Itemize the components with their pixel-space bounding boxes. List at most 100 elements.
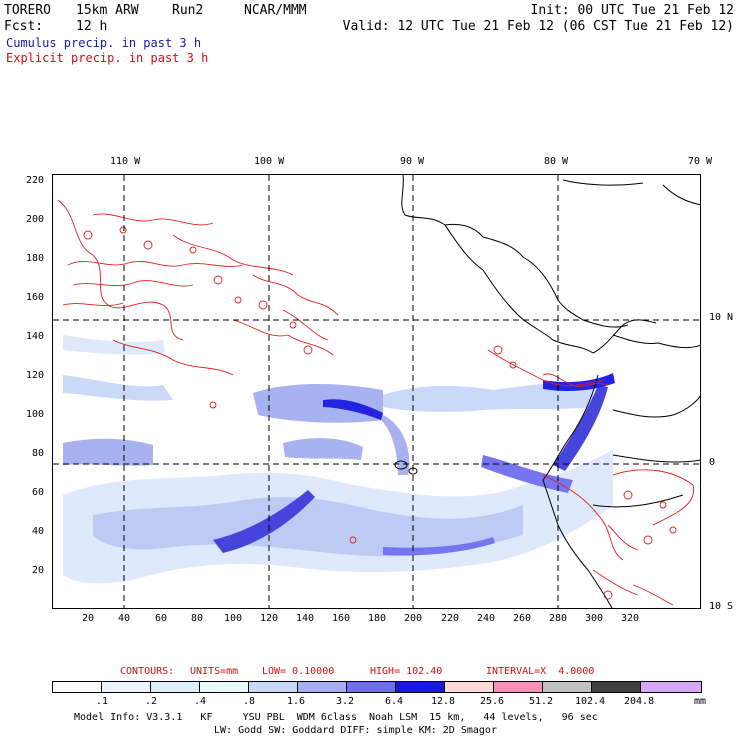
colorbar-label: 204.8 — [624, 696, 655, 707]
valid-time: Valid: 12 UTC Tue 21 Feb 12 (06 CST Tue … — [342, 19, 734, 34]
precip-area-south-mid — [93, 497, 523, 557]
lon-label-70w: 70 W — [688, 156, 713, 167]
x-tick: 200 — [404, 613, 423, 624]
contour — [232, 319, 334, 356]
precip-streak-south — [383, 537, 495, 556]
precip-core-itcz — [323, 399, 383, 420]
x-tick: 260 — [513, 613, 532, 624]
contours-units: UNITS=mm — [190, 666, 239, 677]
y-tick: 220 — [26, 175, 45, 186]
lon-label-110w: 110 W — [110, 156, 141, 167]
colorbar-swatch — [101, 681, 151, 693]
y-tick: 180 — [26, 253, 45, 264]
x-tick: 320 — [621, 613, 640, 624]
precip-area-eq-west — [63, 438, 153, 466]
contours-interval: INTERVAL=X 4.0000 — [486, 666, 595, 677]
explicit-legend: Explicit precip. in past 3 h — [6, 51, 209, 65]
contour — [67, 261, 244, 267]
precip-area-isolated — [381, 415, 410, 475]
contour-cell — [303, 345, 313, 355]
colorbar-label: 6.4 — [385, 696, 404, 707]
coast-galapagos — [394, 460, 408, 470]
colorbar-swatch — [248, 681, 298, 693]
cumulus-precip-shading — [63, 335, 615, 584]
contour-cell — [623, 490, 633, 500]
coast-cuba — [562, 179, 644, 186]
precip-core-panama — [543, 373, 615, 391]
contour — [542, 373, 609, 387]
contour-cell — [493, 345, 503, 355]
precip-core-south — [213, 490, 315, 553]
colorbar-label: .1 — [96, 696, 109, 707]
precip-area-itcz-west — [63, 375, 173, 401]
contour-cell — [83, 230, 93, 240]
colorbar-swatch — [640, 681, 702, 693]
x-tick: 40 — [118, 613, 131, 624]
contour-cell — [234, 296, 242, 304]
lon-label-80w: 80 W — [544, 156, 569, 167]
coast-panama-north — [592, 319, 657, 354]
lat-label-10s: 10 S — [709, 601, 734, 612]
contour — [592, 569, 639, 596]
colorbar-label: 3.2 — [336, 696, 355, 707]
contour-cell — [603, 590, 613, 600]
colorbar-label: 1.6 — [287, 696, 306, 707]
y-tick: 40 — [32, 526, 45, 537]
colorbar-swatch — [52, 681, 102, 693]
colorbar-swatch — [591, 681, 641, 693]
x-tick: 240 — [477, 613, 496, 624]
colorbar-label: .2 — [145, 696, 158, 707]
precip-core-coast — [553, 385, 608, 471]
x-tick: 220 — [441, 613, 460, 624]
contour — [112, 339, 234, 376]
lon-label-100w: 100 W — [254, 156, 285, 167]
map-canvas — [53, 175, 700, 608]
coast-pacific-colombia — [542, 374, 599, 481]
y-tick: 60 — [32, 487, 45, 498]
coast-caribbean-island — [662, 184, 700, 206]
x-tick: 80 — [191, 613, 204, 624]
contour-cell — [659, 501, 667, 509]
x-tick: 120 — [260, 613, 279, 624]
contour — [612, 469, 695, 526]
contour — [607, 524, 639, 551]
y-tick: 100 — [26, 409, 45, 420]
colorbar-swatch — [346, 681, 396, 693]
precip-area-itcz-east — [383, 382, 593, 412]
precip-map — [52, 174, 701, 609]
colorbar-label: 25.6 — [480, 696, 505, 707]
precip-area-north-west — [63, 335, 165, 355]
colorbar-label: 102.4 — [575, 696, 606, 707]
model-info-line2: LW: Godd SW: Goddard DIFF: simple KM: 2D… — [214, 725, 497, 736]
x-tick: 280 — [549, 613, 568, 624]
contour — [542, 474, 624, 561]
contour-cell — [669, 526, 677, 534]
x-tick: 300 — [585, 613, 604, 624]
contour — [172, 234, 294, 276]
colorbar-swatch — [297, 681, 347, 693]
y-tick: 140 — [26, 331, 45, 342]
x-tick: 60 — [155, 613, 168, 624]
contour-cell — [258, 300, 268, 310]
precip-area-eq-mid — [283, 438, 363, 460]
colorbar-label: 51.2 — [529, 696, 554, 707]
model-name: TORERO — [4, 3, 51, 18]
forecast-label: Fcst: — [4, 19, 44, 34]
coast-central-america — [401, 175, 594, 354]
model-resolution: 15km ARW — [76, 3, 139, 18]
forecast-hour: 12 h — [76, 19, 108, 34]
x-tick: 20 — [82, 613, 95, 624]
y-tick: 80 — [32, 448, 45, 459]
x-tick: 180 — [368, 613, 387, 624]
contour — [72, 280, 194, 287]
coast-colombia-north — [612, 334, 700, 349]
coast-nicaragua — [557, 299, 629, 328]
colorbar-swatch — [493, 681, 543, 693]
contour-cell — [509, 361, 517, 369]
contour-cell — [209, 401, 217, 409]
contour — [282, 309, 329, 341]
colorbar-label: .4 — [194, 696, 207, 707]
contour — [62, 302, 124, 306]
contour-cell — [349, 536, 357, 544]
lon-label-90w: 90 W — [400, 156, 425, 167]
